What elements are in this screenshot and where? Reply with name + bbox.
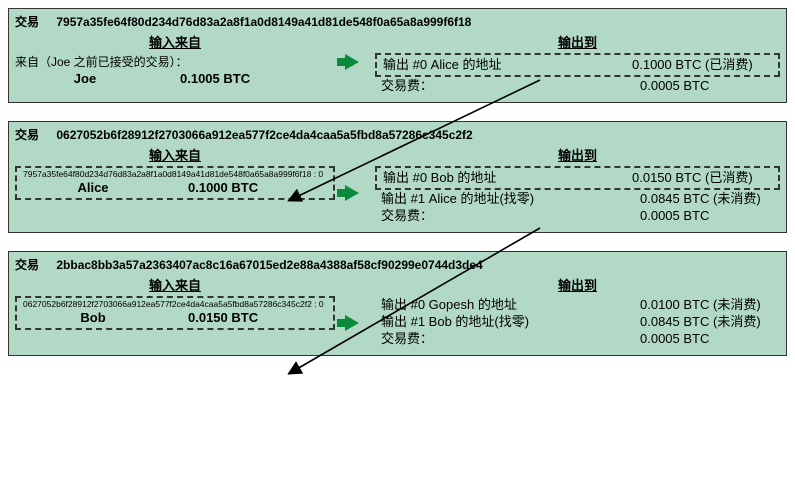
output-label: 输出 #1 Alice 的地址(找零) xyxy=(381,190,640,207)
fee-label: 交易费： xyxy=(375,77,640,94)
fee-amount: 0.0005 BTC xyxy=(640,330,780,347)
fee-row: 交易费： 0.0005 BTC xyxy=(375,207,780,224)
transaction-block-2: 交易 0627052b6f28912f2703066a912ea577f2ce4… xyxy=(8,121,787,233)
output-row-0: 输出 #0 Bob 的地址 0.0150 BTC (已消费) xyxy=(383,169,772,186)
output-amount: 0.0845 BTC (未消费) xyxy=(640,313,780,330)
input-name: Joe xyxy=(15,70,155,87)
output-row-0: 输出 #0 Alice 的地址 0.1000 BTC (已消费) xyxy=(383,56,772,73)
transaction-block-1: 交易 7957a35fe64f80d234d76d83a2a8f1a0d8149… xyxy=(8,8,787,103)
output-column: 输出到 输出 #0 Gopesh 的地址 0.0100 BTC (未消费) 输出… xyxy=(375,275,780,347)
input-name: Alice xyxy=(23,179,163,196)
from-label: 来自（Joe 之前已接受的交易）： xyxy=(15,53,335,70)
output-to-header: 输出到 xyxy=(375,32,780,51)
transaction-block-3: 交易 2bbac8bb3a57a2363407ac8c16a67015ed2e8… xyxy=(8,251,787,356)
flow-arrow-icon xyxy=(345,185,359,201)
input-box: 0627052b6f28912f2703066a912ea577f2ce4da4… xyxy=(15,296,335,330)
output-column: 输出到 输出 #0 Alice 的地址 0.1000 BTC (已消费) 交易费… xyxy=(375,32,780,94)
flow-arrow-icon xyxy=(345,54,359,70)
tx-hash: 7957a35fe64f80d234d76d83a2a8f1a0d8149a41… xyxy=(56,15,471,29)
fee-amount: 0.0005 BTC xyxy=(640,77,780,94)
output-row-1: 输出 #1 Bob 的地址(找零) 0.0845 BTC (未消费) xyxy=(375,313,780,330)
tx-hash: 0627052b6f28912f2703066a912ea577f2ce4da4… xyxy=(56,128,472,142)
output-box: 输出 #0 Bob 的地址 0.0150 BTC (已消费) xyxy=(375,166,780,190)
input-column: 输入来自 0627052b6f28912f2703066a912ea577f2c… xyxy=(15,275,335,330)
fee-amount: 0.0005 BTC xyxy=(640,207,780,224)
output-row-1: 输出 #1 Alice 的地址(找零) 0.0845 BTC (未消费) xyxy=(375,190,780,207)
fee-row: 交易费： 0.0005 BTC xyxy=(375,330,780,347)
output-label: 输出 #0 Gopesh 的地址 xyxy=(381,296,640,313)
arrow-column xyxy=(335,145,369,201)
input-from-header: 输入来自 xyxy=(15,145,335,164)
input-ref: 7957a35fe64f80d234d76d83a2a8f1a0d8149a41… xyxy=(23,169,327,179)
input-row: Alice 0.1000 BTC xyxy=(23,179,327,196)
output-to-header: 输出到 xyxy=(375,275,780,294)
output-row-0: 输出 #0 Gopesh 的地址 0.0100 BTC (未消费) xyxy=(375,296,780,313)
input-ref: 0627052b6f28912f2703066a912ea577f2ce4da4… xyxy=(23,299,327,309)
output-amount: 0.0150 BTC (已消费) xyxy=(632,169,772,186)
arrow-column xyxy=(335,275,369,331)
fee-label: 交易费： xyxy=(375,330,640,347)
fee-row: 交易费： 0.0005 BTC xyxy=(375,77,780,94)
output-plain: 输出 #0 Gopesh 的地址 0.0100 BTC (未消费) 输出 #1 … xyxy=(375,296,780,330)
input-box: 7957a35fe64f80d234d76d83a2a8f1a0d8149a41… xyxy=(15,166,335,200)
input-amount: 0.0150 BTC xyxy=(163,309,327,326)
fee-label: 交易费： xyxy=(375,207,640,224)
tx-header: 交易 0627052b6f28912f2703066a912ea577f2ce4… xyxy=(15,126,780,144)
input-column: 输入来自 7957a35fe64f80d234d76d83a2a8f1a0d81… xyxy=(15,145,335,200)
output-box: 输出 #0 Alice 的地址 0.1000 BTC (已消费) xyxy=(375,53,780,77)
input-column: 输入来自 来自（Joe 之前已接受的交易）： Joe 0.1005 BTC xyxy=(15,32,335,87)
tx-hash: 2bbac8bb3a57a2363407ac8c16a67015ed2e88a4… xyxy=(56,258,482,272)
tx-header: 交易 2bbac8bb3a57a2363407ac8c16a67015ed2e8… xyxy=(15,256,780,274)
input-row: Joe 0.1005 BTC xyxy=(15,70,335,87)
input-from-header: 输入来自 xyxy=(15,32,335,51)
input-from-header: 输入来自 xyxy=(15,275,335,294)
output-amount: 0.0100 BTC (未消费) xyxy=(640,296,780,313)
output-amount: 0.1000 BTC (已消费) xyxy=(632,56,772,73)
tx-label: 交易 xyxy=(15,15,39,29)
output-to-header: 输出到 xyxy=(375,145,780,164)
output-label: 输出 #0 Bob 的地址 xyxy=(383,169,632,186)
input-row: Bob 0.0150 BTC xyxy=(23,309,327,326)
input-amount: 0.1005 BTC xyxy=(155,70,335,87)
output-column: 输出到 输出 #0 Bob 的地址 0.0150 BTC (已消费) 输出 #1… xyxy=(375,145,780,224)
output-amount: 0.0845 BTC (未消费) xyxy=(640,190,780,207)
tx-label: 交易 xyxy=(15,258,39,272)
output-label: 输出 #1 Bob 的地址(找零) xyxy=(381,313,640,330)
input-amount: 0.1000 BTC xyxy=(163,179,327,196)
flow-arrow-icon xyxy=(345,315,359,331)
tx-label: 交易 xyxy=(15,128,39,142)
output-plain: 输出 #1 Alice 的地址(找零) 0.0845 BTC (未消费) xyxy=(375,190,780,207)
tx-header: 交易 7957a35fe64f80d234d76d83a2a8f1a0d8149… xyxy=(15,13,780,31)
input-name: Bob xyxy=(23,309,163,326)
arrow-column xyxy=(335,32,369,70)
output-label: 输出 #0 Alice 的地址 xyxy=(383,56,632,73)
